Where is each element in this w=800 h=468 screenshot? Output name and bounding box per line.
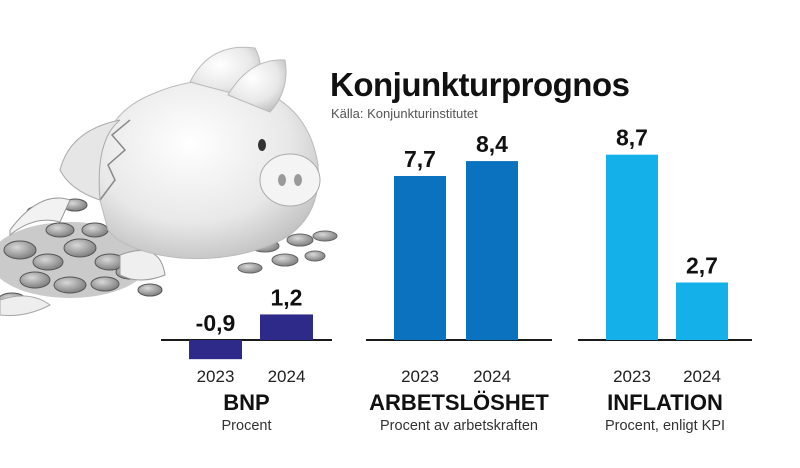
inflation-category-label-2024: 2024 xyxy=(683,367,721,386)
arbetsl-shet-category-label-2023: 2023 xyxy=(401,367,439,386)
bnp-bar-2024 xyxy=(260,314,313,340)
inflation-value-label-2023: 8,7 xyxy=(616,125,648,151)
bnp-chart-title: BNP xyxy=(223,390,269,415)
bnp-category-label-2023: 2023 xyxy=(197,367,235,386)
bnp-chart-subtitle: Procent xyxy=(222,418,272,434)
piggy-bank xyxy=(59,46,321,260)
arbetsl-shet-bar-2024 xyxy=(466,161,518,340)
inflation-category-label-2023: 2023 xyxy=(613,367,651,386)
shell-fragments xyxy=(0,197,166,316)
bnp-bar-2023 xyxy=(189,340,242,360)
page-title: Konjunkturprognos xyxy=(330,66,630,103)
bnp-value-label-2023: -0,9 xyxy=(196,310,236,336)
bnp-value-label-2024: 1,2 xyxy=(271,284,303,310)
inflation-bar-2023 xyxy=(606,154,658,340)
source-caption: Källa: Konjunkturinstitutet xyxy=(331,106,478,121)
arbetsl-shet-bar-2023 xyxy=(394,175,446,340)
arbetsl-shet-chart-title: ARBETSLÖSHET xyxy=(369,390,549,415)
bnp-category-label-2024: 2024 xyxy=(268,367,306,386)
inflation-value-label-2024: 2,7 xyxy=(686,252,718,278)
inflation-bar-2024 xyxy=(676,282,728,340)
arbetsl-shet-category-label-2024: 2024 xyxy=(473,367,511,386)
arbetsl-shet-value-label-2024: 8,4 xyxy=(476,131,508,157)
arbetsl-shet-value-label-2023: 7,7 xyxy=(404,146,436,172)
inflation-chart-title: INFLATION xyxy=(607,390,723,415)
inflation-chart-subtitle: Procent, enligt KPI xyxy=(605,418,725,434)
arbetsl-shet-chart-subtitle: Procent av arbetskraften xyxy=(380,418,538,434)
